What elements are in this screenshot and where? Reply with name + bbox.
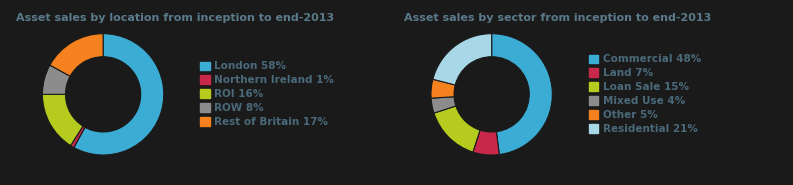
Wedge shape — [431, 97, 456, 113]
Wedge shape — [42, 94, 83, 146]
Wedge shape — [71, 126, 85, 147]
Wedge shape — [42, 65, 70, 94]
Legend: London 58%, Northern Ireland 1%, ROI 16%, ROW 8%, Rest of Britain 17%: London 58%, Northern Ireland 1%, ROI 16%… — [197, 57, 338, 131]
Wedge shape — [473, 130, 500, 155]
Wedge shape — [434, 106, 480, 152]
Wedge shape — [74, 34, 164, 155]
Wedge shape — [50, 34, 103, 76]
Wedge shape — [433, 34, 492, 85]
Text: Asset sales by location from inception to end-2013: Asset sales by location from inception t… — [16, 13, 334, 23]
Text: Asset sales by sector from inception to end-2013: Asset sales by sector from inception to … — [404, 13, 711, 23]
Legend: Commercial 48%, Land 7%, Loan Sale 15%, Mixed Use 4%, Other 5%, Residential 21%: Commercial 48%, Land 7%, Loan Sale 15%, … — [585, 50, 705, 138]
Wedge shape — [431, 79, 455, 98]
Wedge shape — [492, 34, 553, 154]
